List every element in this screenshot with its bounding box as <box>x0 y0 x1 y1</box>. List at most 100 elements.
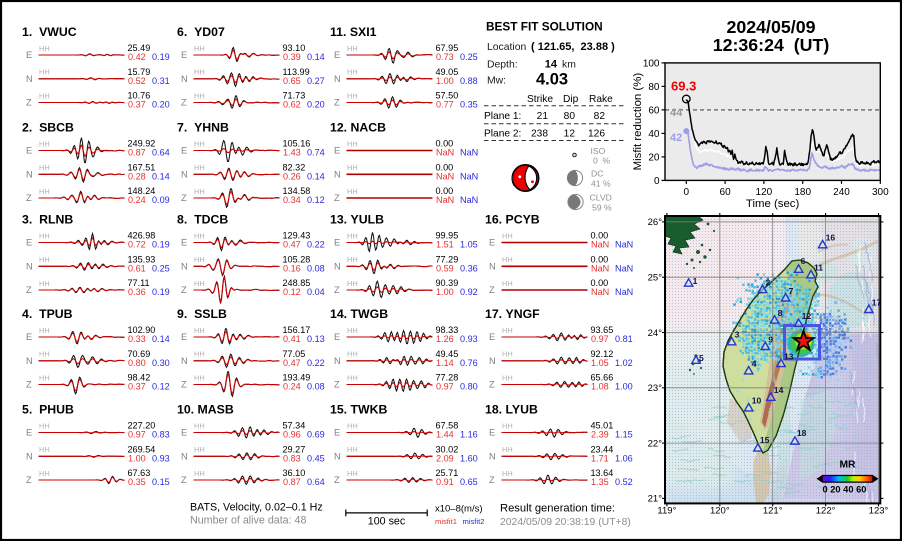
svg-text:Misfit reduction (%): Misfit reduction (%) <box>632 73 644 171</box>
svg-text:Z: Z <box>334 285 340 295</box>
svg-text:HH: HH <box>347 91 358 100</box>
svg-text:2024/05/09 20:38:19 (UT+8): 2024/05/09 20:38:19 (UT+8) <box>500 517 631 528</box>
svg-text:CLVD: CLVD <box>590 193 612 203</box>
svg-text:HH: HH <box>347 326 358 335</box>
svg-text:0.14: 0.14 <box>152 334 170 344</box>
svg-text:0.97: 0.97 <box>436 382 454 392</box>
svg-text:km: km <box>562 59 576 70</box>
svg-text:HH: HH <box>194 231 205 240</box>
svg-text:5. PHUB: 5. PHUB <box>22 403 74 417</box>
svg-text:65.66: 65.66 <box>591 373 614 383</box>
svg-text:E: E <box>181 332 187 342</box>
svg-text:NaN: NaN <box>436 172 454 182</box>
svg-text:25.49: 25.49 <box>128 43 151 53</box>
svg-text:15. TWKB: 15. TWKB <box>330 403 388 417</box>
svg-text:0: 0 <box>654 176 660 187</box>
svg-text:0.08: 0.08 <box>307 264 325 274</box>
svg-text:5: 5 <box>699 353 704 363</box>
svg-text:36.10: 36.10 <box>283 468 306 478</box>
svg-text:0.28: 0.28 <box>128 172 146 182</box>
svg-text:0.24: 0.24 <box>128 195 146 205</box>
svg-text:24°: 24° <box>648 328 663 339</box>
svg-text:0.27: 0.27 <box>307 76 325 86</box>
svg-text:93.65: 93.65 <box>591 325 614 335</box>
svg-text:HH: HH <box>39 91 50 100</box>
svg-text:ISO: ISO <box>591 146 606 156</box>
svg-text:N: N <box>26 356 33 366</box>
svg-text:1.14: 1.14 <box>436 358 454 368</box>
svg-text:0.88: 0.88 <box>460 76 478 86</box>
svg-text:12:36:24 (UT): 12:36:24 (UT) <box>713 35 830 55</box>
svg-text:HH: HH <box>194 373 205 382</box>
svg-text:119°: 119° <box>657 506 676 517</box>
svg-text:426.98: 426.98 <box>128 231 156 241</box>
svg-text:17. YNGF: 17. YNGF <box>485 307 540 321</box>
svg-text:HH: HH <box>502 421 513 430</box>
svg-text:59 %: 59 % <box>592 203 612 213</box>
svg-text:Mw:: Mw: <box>487 76 506 87</box>
svg-text:77.29: 77.29 <box>436 255 459 265</box>
svg-text:NaN: NaN <box>615 264 633 274</box>
svg-text:1.71: 1.71 <box>591 454 609 464</box>
svg-text:N: N <box>181 262 188 272</box>
svg-text:HH: HH <box>502 326 513 335</box>
svg-text:HH: HH <box>39 421 50 430</box>
svg-text:2: 2 <box>766 277 771 287</box>
svg-text:0.41: 0.41 <box>283 334 301 344</box>
svg-text:0.61: 0.61 <box>128 264 146 274</box>
svg-text:0.37: 0.37 <box>128 382 146 392</box>
svg-text:0.35: 0.35 <box>460 100 478 110</box>
svg-text:121°: 121° <box>763 506 783 517</box>
svg-text:120°: 120° <box>710 506 730 517</box>
svg-text:Rake: Rake <box>589 94 613 105</box>
svg-text:126: 126 <box>588 128 605 139</box>
svg-text:30.02: 30.02 <box>436 445 459 455</box>
svg-text:NaN: NaN <box>591 264 609 274</box>
svg-text:18: 18 <box>797 428 807 438</box>
svg-text:120: 120 <box>756 187 773 198</box>
svg-text:0.19: 0.19 <box>152 52 170 62</box>
svg-text:0.00: 0.00 <box>591 231 609 241</box>
svg-text:77.28: 77.28 <box>436 373 459 383</box>
svg-text:1.00: 1.00 <box>128 454 146 464</box>
svg-text:100: 100 <box>643 58 660 69</box>
svg-text:16. PCYB: 16. PCYB <box>485 213 540 227</box>
svg-text:102.90: 102.90 <box>128 325 156 335</box>
svg-text:N: N <box>26 452 33 462</box>
svg-text:98.42: 98.42 <box>128 373 151 383</box>
svg-text:71.73: 71.73 <box>283 91 306 101</box>
svg-text:227.20: 227.20 <box>128 421 156 431</box>
svg-text:0.36: 0.36 <box>128 287 146 297</box>
svg-text:1.44: 1.44 <box>436 430 454 440</box>
svg-text:2024/05/09: 2024/05/09 <box>727 17 816 37</box>
svg-text:238: 238 <box>531 128 548 139</box>
svg-text:16: 16 <box>826 233 836 243</box>
svg-text:NaN: NaN <box>615 287 633 297</box>
svg-text:0.25: 0.25 <box>460 52 478 62</box>
svg-text:E: E <box>26 332 32 342</box>
svg-text:N: N <box>26 74 33 84</box>
svg-text:2.39: 2.39 <box>591 430 609 440</box>
svg-text:NaN: NaN <box>436 148 454 158</box>
svg-text:HH: HH <box>39 231 50 240</box>
svg-text:1.05: 1.05 <box>460 240 478 250</box>
svg-text:1.51: 1.51 <box>436 240 454 250</box>
svg-text:80: 80 <box>564 111 576 122</box>
svg-text:DC: DC <box>591 169 603 179</box>
svg-text:1.00: 1.00 <box>615 382 633 392</box>
svg-text:300: 300 <box>872 187 889 198</box>
svg-text:N: N <box>334 170 341 180</box>
svg-text:0 %: 0 % <box>593 156 611 166</box>
svg-text:NaN: NaN <box>591 287 609 297</box>
svg-text:4.03: 4.03 <box>536 71 568 89</box>
svg-text:N: N <box>334 262 341 272</box>
svg-text:Z: Z <box>26 380 32 390</box>
svg-text:HH: HH <box>347 255 358 264</box>
svg-text:0.20: 0.20 <box>152 100 170 110</box>
svg-text:0.37: 0.37 <box>128 100 146 110</box>
svg-text:Number of alive data: 48: Number of alive data: 48 <box>190 515 306 527</box>
svg-text:2. SBCB: 2. SBCB <box>22 121 74 135</box>
svg-text:0.80: 0.80 <box>460 382 478 392</box>
svg-text:HH: HH <box>39 373 50 382</box>
svg-text:Z: Z <box>26 285 32 295</box>
